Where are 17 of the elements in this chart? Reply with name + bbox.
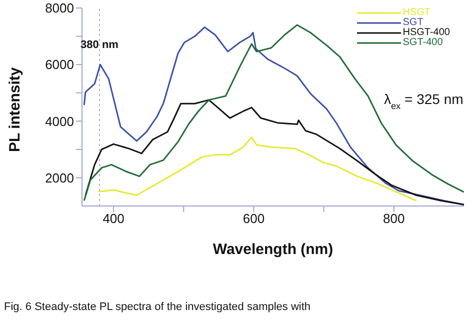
ref-line-label: 380 nm (80, 39, 119, 51)
y-tick-label: 8000 (45, 0, 74, 16)
y-axis-title: PL intensity (6, 66, 24, 152)
x-tick-label: 600 (242, 211, 265, 226)
line-series (97, 136, 418, 202)
x-tick-label: 400 (102, 211, 124, 226)
legend-label: SGT (402, 17, 424, 28)
caption: Fig. 6 Steady-state PL spectra of the investigated samples with (4, 301, 311, 313)
x-axis-title: Wavelength (nm) (212, 241, 334, 258)
y-tick-label: 6000 (45, 57, 74, 72)
legend-label: SGT-400 (402, 37, 443, 48)
legend-label: HSGT-400 (402, 27, 450, 38)
y-tick-label: 2000 (45, 170, 74, 186)
annotation: λ$_{ex}$ = 325 nm (384, 91, 464, 111)
y-tick-label: 4000 (45, 114, 74, 129)
x-tick-label: 800 (383, 211, 405, 226)
legend-label: HSGT (402, 7, 431, 18)
